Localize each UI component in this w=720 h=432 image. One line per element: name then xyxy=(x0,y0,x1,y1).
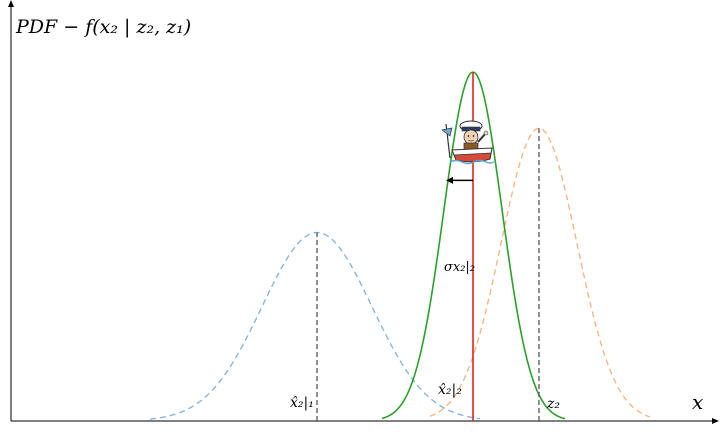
sigma-arrowhead xyxy=(446,176,453,184)
label-x-hat-2-2: x̂₂|₂ xyxy=(438,382,462,398)
x-axis-label: x xyxy=(692,390,703,414)
axes xyxy=(8,0,719,424)
label-z2: z₂ xyxy=(546,396,560,412)
markers-group xyxy=(316,72,540,421)
series-curve-0 xyxy=(149,231,481,420)
sigma-label: σx₂|₂ xyxy=(444,260,475,275)
y-axis-label: PDF − f(x₂ | z₂, z₁) xyxy=(15,16,191,38)
sigma-arrow xyxy=(446,176,473,184)
x-axis-arrowhead xyxy=(712,418,719,424)
series-group xyxy=(149,71,651,420)
label-x-hat-2-1: x̂₂|₁ xyxy=(290,395,314,411)
boat-sailor-icon xyxy=(441,120,495,165)
y-axis-arrowhead xyxy=(8,0,14,7)
